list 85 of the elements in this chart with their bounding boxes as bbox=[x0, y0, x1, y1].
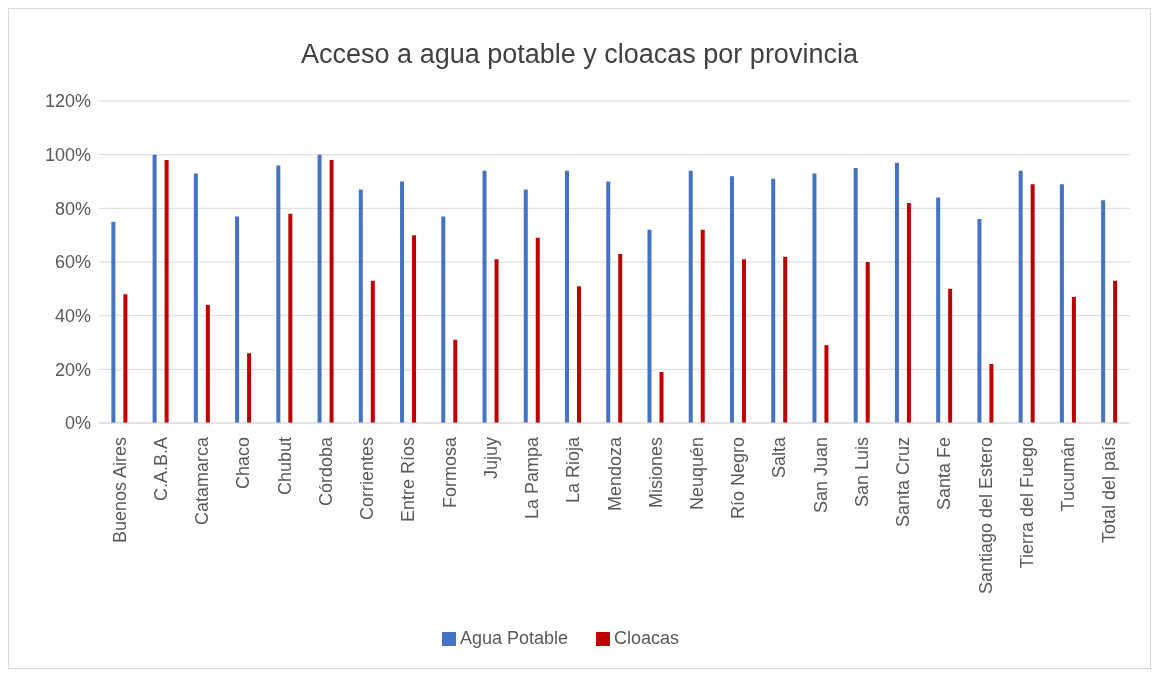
bar bbox=[482, 170, 487, 423]
bar bbox=[358, 189, 363, 423]
bar bbox=[1101, 200, 1106, 423]
x-tick-label: Santa Cruz bbox=[893, 437, 914, 528]
y-tick-label: 60% bbox=[54, 252, 91, 273]
bar bbox=[606, 181, 611, 423]
bar bbox=[441, 216, 446, 423]
bar bbox=[111, 221, 116, 423]
x-tick-label: Tierra del Fuego bbox=[1016, 437, 1037, 569]
bar bbox=[936, 197, 941, 423]
bar bbox=[771, 178, 776, 423]
bar bbox=[565, 170, 570, 423]
bar bbox=[523, 189, 528, 423]
bar bbox=[824, 345, 829, 423]
bar bbox=[535, 237, 540, 423]
bar bbox=[329, 160, 334, 423]
bar bbox=[205, 304, 210, 423]
bar bbox=[123, 294, 128, 423]
bar bbox=[494, 259, 499, 423]
bar bbox=[659, 372, 664, 423]
x-tick-label: Santa Fe bbox=[934, 437, 955, 511]
bar bbox=[288, 213, 293, 423]
chart-title: Acceso a agua potable y cloacas por provincia bbox=[300, 39, 859, 70]
bar bbox=[948, 288, 953, 423]
x-tick-label: Río Negro bbox=[728, 437, 749, 520]
bar bbox=[741, 259, 746, 423]
y-tick-label: 80% bbox=[54, 198, 91, 219]
bar bbox=[453, 339, 458, 423]
x-tick-label: Neuquén bbox=[686, 437, 707, 511]
bar bbox=[152, 154, 157, 423]
bar bbox=[647, 229, 652, 423]
x-tick-label: San Luis bbox=[851, 437, 872, 508]
bar bbox=[688, 170, 693, 423]
bar bbox=[247, 353, 252, 423]
bar bbox=[317, 154, 322, 423]
bar bbox=[729, 176, 734, 423]
x-tick-label: C.A.B.A bbox=[150, 437, 171, 502]
bar bbox=[164, 160, 169, 423]
bar bbox=[1018, 170, 1023, 423]
bar bbox=[1030, 184, 1035, 423]
bar bbox=[894, 162, 899, 423]
x-tick-label: Corrientes bbox=[357, 437, 378, 521]
x-tick-label: Mendoza bbox=[604, 436, 625, 512]
x-tick-label: Chubut bbox=[274, 437, 295, 496]
bar bbox=[865, 262, 870, 423]
x-tick-label: Entre Ríos bbox=[398, 437, 419, 523]
bar bbox=[193, 173, 198, 423]
bar bbox=[1071, 296, 1076, 423]
bar bbox=[906, 202, 911, 423]
x-tick-label: Santiago del Estero bbox=[975, 437, 996, 595]
x-tick-label: Misiones bbox=[645, 437, 666, 509]
x-tick-label: Córdoba bbox=[315, 436, 336, 507]
bar bbox=[412, 235, 417, 423]
x-tick-label: Salta bbox=[769, 436, 790, 479]
bar bbox=[400, 181, 405, 423]
x-tick-label: Tucumán bbox=[1058, 437, 1079, 512]
bar bbox=[812, 173, 817, 423]
bar bbox=[235, 216, 240, 423]
bar bbox=[1113, 280, 1118, 423]
x-tick-label: San Juan bbox=[810, 437, 831, 514]
bar bbox=[783, 256, 788, 423]
bar bbox=[853, 168, 858, 423]
bar bbox=[700, 229, 705, 423]
x-tick-label: Buenos Aires bbox=[109, 437, 130, 544]
bar bbox=[1059, 184, 1064, 423]
x-tick-label: Catamarca bbox=[192, 436, 213, 526]
x-tick-label: La Pampa bbox=[522, 436, 543, 520]
bar bbox=[577, 286, 582, 423]
y-tick-label: 40% bbox=[54, 306, 91, 327]
bar bbox=[977, 219, 982, 423]
bar bbox=[989, 363, 994, 423]
x-tick-label: Jujuy bbox=[480, 437, 501, 480]
y-tick-label: 100% bbox=[44, 145, 91, 166]
y-tick-label: 0% bbox=[64, 413, 91, 434]
bar bbox=[370, 280, 375, 423]
legend-label: Cloacas bbox=[614, 628, 680, 648]
legend-label: Agua Potable bbox=[459, 628, 569, 648]
bar bbox=[276, 165, 281, 423]
y-tick-label: 120% bbox=[44, 91, 91, 112]
x-tick-label: Chaco bbox=[233, 437, 254, 490]
x-tick-label: Total del país bbox=[1099, 437, 1120, 544]
y-tick-label: 20% bbox=[54, 359, 91, 380]
x-tick-label: Formosa bbox=[439, 436, 460, 509]
bar bbox=[618, 253, 623, 423]
x-tick-label: La Rioja bbox=[563, 436, 584, 504]
